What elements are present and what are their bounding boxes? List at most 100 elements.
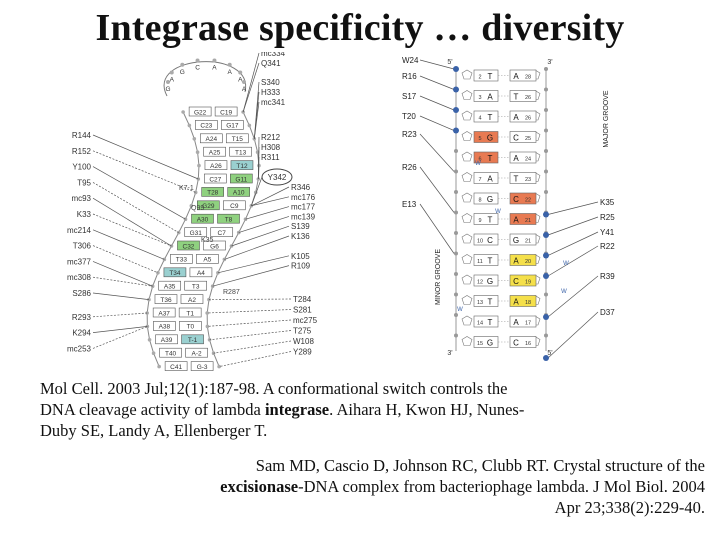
phosphate-dot <box>454 231 458 235</box>
base-box <box>189 267 213 278</box>
contact-line <box>209 330 292 341</box>
base-label: C23 <box>200 123 212 130</box>
loop-base-label: A <box>212 65 217 72</box>
base-label: T <box>488 257 493 266</box>
base-label: G31 <box>190 230 203 237</box>
base-box <box>229 146 252 157</box>
contact-line <box>92 213 172 247</box>
base-number: 3 <box>478 95 481 101</box>
sugar-ring <box>461 110 473 121</box>
sugar-ring <box>461 315 473 326</box>
contact-line <box>419 59 455 70</box>
base-box <box>509 213 537 225</box>
base-box <box>185 347 208 358</box>
phosphate-dot <box>454 333 458 338</box>
contact-dot <box>453 66 459 72</box>
residue-label: T284 <box>293 295 312 304</box>
base-label: C32 <box>183 243 195 250</box>
residue-label: R26 <box>402 163 417 172</box>
residue-label: mc334 <box>261 52 286 58</box>
sugar-ring <box>461 151 473 162</box>
base-label: A <box>513 318 519 327</box>
sugar-ring <box>461 192 473 203</box>
base-number: 15 <box>477 341 483 347</box>
base-box <box>230 160 254 170</box>
water-label: W <box>495 209 501 215</box>
base-box <box>170 254 193 264</box>
contact-dot <box>543 355 549 361</box>
phosphate-dot <box>151 351 156 356</box>
contact-dot <box>453 127 459 134</box>
base-label: T12 <box>236 163 248 170</box>
base-label: A4 <box>197 270 205 277</box>
residue-label: S340 <box>261 78 280 87</box>
contact-line <box>419 203 455 254</box>
base-label: A <box>513 72 519 81</box>
base-number: 21 <box>525 239 531 245</box>
phosphate-dot <box>544 108 548 112</box>
base-number: 22 <box>525 198 531 204</box>
base-box <box>190 361 214 371</box>
base-box <box>180 294 204 304</box>
phosphate-dot <box>192 137 197 141</box>
phosphate-dot <box>181 110 185 114</box>
contact-line <box>238 216 290 233</box>
base-box <box>509 315 537 328</box>
base-label: C7 <box>218 230 227 237</box>
loop-base-label: G <box>180 69 185 76</box>
phosphate-dot <box>193 190 198 195</box>
base-label: G6 <box>210 243 219 250</box>
base-label: G <box>487 195 493 204</box>
base-number: 14 <box>477 321 483 327</box>
base-label: G22 <box>194 109 207 116</box>
sugar-ring <box>461 295 473 305</box>
phosphate-dot <box>454 272 458 276</box>
contact-line <box>419 115 455 131</box>
base-box <box>509 131 537 143</box>
base-label: T40 <box>165 351 177 358</box>
phosphate-dot <box>205 311 209 315</box>
base-label: C19 <box>220 109 232 116</box>
base-number: 12 <box>477 280 483 286</box>
base-number: 28 <box>525 75 531 81</box>
contact-line <box>217 255 290 274</box>
sugar-ring <box>461 254 473 264</box>
base-box <box>177 240 200 251</box>
contact-line <box>419 166 455 213</box>
base-number: 18 <box>525 300 531 306</box>
phosphate-dot <box>247 123 252 128</box>
base-number: 25 <box>525 136 531 142</box>
phosphate-dot <box>238 70 243 75</box>
base-box <box>509 233 537 246</box>
residue-label: mc139 <box>291 212 316 221</box>
base-label: A <box>513 216 519 225</box>
residue-label: T275 <box>293 327 312 336</box>
base-box <box>214 106 238 117</box>
contact-line <box>250 176 263 206</box>
contact-line <box>92 134 199 180</box>
base-box <box>509 274 537 287</box>
base-box <box>199 133 223 144</box>
base-label: G <box>487 277 493 286</box>
base-label: G17 <box>226 123 239 130</box>
contact-line <box>547 216 599 236</box>
base-label: T-1 <box>188 337 198 344</box>
contact-dot <box>543 314 549 320</box>
residue-label: mc176 <box>291 193 316 202</box>
contact-line <box>547 311 599 359</box>
base-number: 17 <box>525 321 531 327</box>
base-label: A <box>487 175 493 184</box>
base-box <box>188 106 212 117</box>
base-box <box>227 187 251 197</box>
residue-label: R109 <box>291 262 311 271</box>
base-label: A <box>513 257 519 266</box>
residue-label: R293 <box>72 313 92 322</box>
residue-label: W108 <box>293 337 314 346</box>
phosphate-dot <box>212 58 217 63</box>
contact-line <box>92 276 153 287</box>
residue-label: T20 <box>402 112 416 121</box>
water-label: W <box>475 161 481 167</box>
residue-label: K33 <box>77 210 92 219</box>
phosphate-dot <box>544 190 548 194</box>
